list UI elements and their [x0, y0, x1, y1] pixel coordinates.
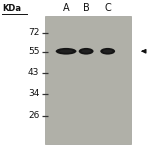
Text: KDa: KDa: [2, 4, 21, 13]
Text: 34: 34: [28, 89, 39, 98]
Text: C: C: [104, 3, 111, 13]
Ellipse shape: [81, 50, 91, 53]
Bar: [45, 16, 131, 144]
Text: B: B: [83, 3, 90, 13]
Ellipse shape: [56, 48, 76, 55]
Ellipse shape: [79, 48, 94, 55]
Ellipse shape: [100, 48, 115, 55]
Text: 72: 72: [28, 28, 39, 37]
Text: 55: 55: [28, 47, 39, 57]
Text: A: A: [63, 3, 69, 13]
Text: 26: 26: [28, 111, 39, 120]
Ellipse shape: [103, 50, 112, 53]
Ellipse shape: [59, 50, 73, 53]
Text: 43: 43: [28, 68, 39, 77]
